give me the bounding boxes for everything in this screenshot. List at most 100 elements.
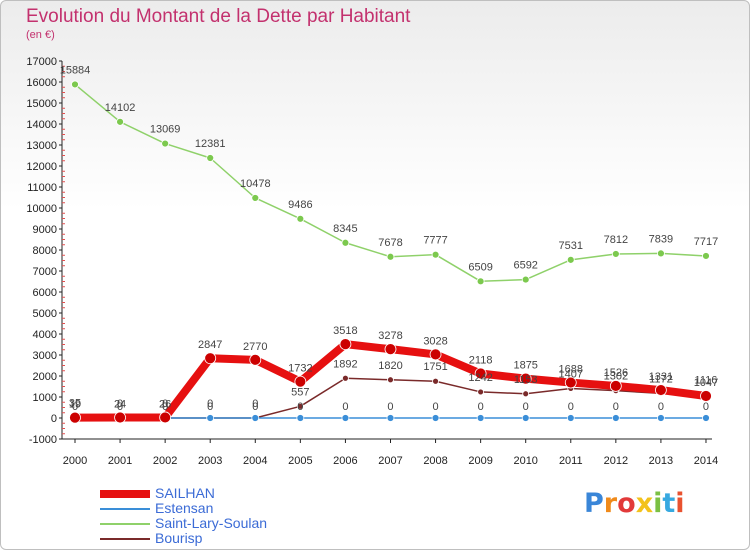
data-point-bourisp [342,374,349,382]
data-label-saint-lary-soulan: 7678 [378,237,402,249]
data-point-sailhan [339,338,352,351]
data-point-bourisp [387,376,394,384]
data-label-saint-lary-soulan: 6592 [513,260,537,272]
logo-letter: t [662,488,676,519]
logo-letter: o [617,488,636,519]
data-label-bourisp: 0 [117,398,123,410]
data-point-saint-lary-soulan [476,277,485,286]
data-point-sailhan [564,376,577,389]
data-label-bourisp: 0 [252,398,258,410]
series-line-saint-lary-soulan [74,83,707,283]
data-point-sailhan [700,390,712,402]
y-tick-label: 17000 [26,56,57,68]
data-label-bourisp: 1407 [559,368,583,380]
data-label-saint-lary-soulan: 7717 [694,236,718,248]
y-tick-label: 13000 [26,140,57,152]
y-tick-label: 12000 [26,161,57,173]
legend-swatch [100,490,150,498]
x-tick-label: 2006 [333,455,357,467]
data-label-sailhan: 2847 [198,339,222,351]
data-point-sailhan [204,352,217,365]
y-tick-label: 2000 [33,371,57,383]
y-tick-label: 3000 [33,350,57,362]
data-label-bourisp: 1302 [604,371,628,383]
data-label-bourisp: 1116 [695,375,718,387]
data-point-saint-lary-soulan [206,154,215,162]
y-tick-label: 1000 [33,392,57,404]
x-tick-label: 2008 [423,455,447,467]
data-point-saint-lary-soulan [296,214,305,223]
x-tick-label: 2013 [649,455,673,467]
data-label-sailhan: 2118 [469,355,493,367]
data-point-saint-lary-soulan [657,249,665,258]
chart-title: Evolution du Montant de la Dette par Hab… [26,6,411,27]
data-label-saint-lary-soulan: 7839 [649,233,673,245]
data-label-bourisp: 1751 [423,361,447,373]
x-tick-label: 2005 [288,455,312,467]
data-label-estensan: 0 [207,401,213,413]
y-tick-label: 5000 [33,308,57,320]
legend-label: Saint-Lary-Soulan [155,515,268,531]
data-point-bourisp [296,402,304,410]
data-label-bourisp: 0 [162,398,168,410]
logo-letter: i [653,488,663,519]
y-tick-label: 0 [51,413,57,425]
data-label-bourisp: 1242 [468,372,492,384]
x-tick-label: 2002 [153,455,177,467]
data-label-saint-lary-soulan: 9486 [288,199,312,211]
data-label-saint-lary-soulan: 6509 [468,261,492,273]
data-label-sailhan: 24 [114,398,126,410]
data-point-sailhan [249,353,262,366]
data-point-estensan [251,414,260,422]
data-point-sailhan [384,343,397,356]
y-tick-label: 11000 [27,182,57,194]
data-label-sailhan: 1047 [694,377,718,389]
data-label-bourisp: 1153 [514,374,538,386]
y-tick-label: 6000 [33,287,57,299]
data-label-estensan: 0 [342,401,348,413]
data-point-sailhan [69,411,81,424]
data-point-sailhan [159,411,172,424]
legend-label: Estensan [155,500,214,516]
x-tick-label: 2004 [243,455,267,467]
data-label-estensan: 0 [523,401,529,413]
data-label-saint-lary-soulan: 7777 [423,235,447,247]
y-tick-label: 14000 [26,119,57,131]
data-point-saint-lary-soulan [386,252,395,261]
data-point-saint-lary-soulan [161,139,170,148]
data-label-estensan: 0 [432,401,438,413]
logo-letter: r [603,488,618,519]
data-label-bourisp: 1172 [649,373,673,385]
data-label-bourisp: 35 [69,397,81,409]
data-label-sailhan: 26 [159,398,171,410]
data-label-estensan: 0 [387,401,393,413]
logo-letter: i [675,488,685,519]
y-tick-label: 4000 [33,329,57,341]
x-tick-label: 2014 [694,455,718,467]
data-label-estensan: 0 [658,401,664,413]
legend-swatch [100,523,150,525]
data-point-saint-lary-soulan [116,117,124,126]
data-point-bourisp [522,390,530,398]
data-label-sailhan: 1875 [513,360,537,372]
data-point-estensan [657,414,665,422]
data-point-estensan [431,414,440,422]
data-label-estensan: 0 [162,401,168,413]
data-label-estensan: 0 [252,401,258,413]
data-label-saint-lary-soulan: 14102 [105,102,136,114]
data-label-sailhan: 2770 [243,341,267,353]
data-label-saint-lary-soulan: 13069 [150,124,181,136]
data-point-saint-lary-soulan [521,275,530,284]
data-label-bourisp: 0 [207,398,213,410]
data-label-saint-lary-soulan: 7531 [559,240,583,252]
data-point-sailhan [474,367,487,380]
data-label-sailhan: 3518 [333,325,357,337]
data-point-estensan [611,414,620,422]
y-tick-label: 10000 [26,203,57,215]
data-label-sailhan: 19 [69,399,81,411]
data-point-estensan [566,414,575,422]
data-point-saint-lary-soulan [566,255,575,264]
data-label-sailhan: 3278 [378,330,402,342]
